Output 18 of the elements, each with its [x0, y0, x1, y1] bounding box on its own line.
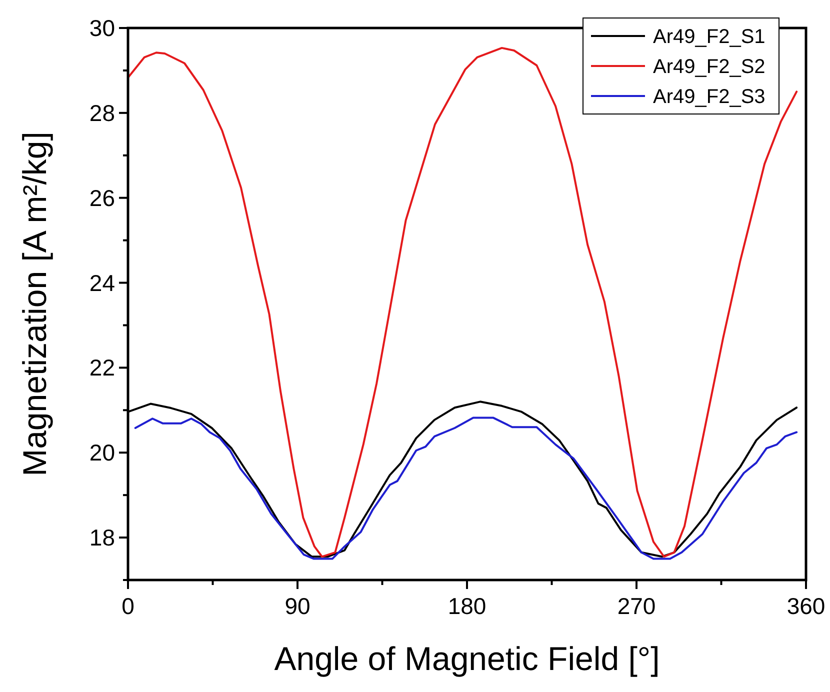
- x-tick-label: 0: [122, 593, 134, 619]
- x-tick-label: 270: [617, 593, 656, 619]
- legend-label: Ar49_F2_S2: [653, 56, 766, 78]
- x-axis-title: Angle of Magnetic Field [°]: [274, 640, 660, 677]
- y-tick-label: 22: [89, 354, 115, 381]
- y-tick-label: 24: [89, 270, 116, 296]
- y-tick-label: 20: [89, 440, 115, 466]
- y-tick-label: 28: [89, 100, 115, 126]
- x-tick-label: 90: [284, 593, 310, 619]
- legend-label: Ar49_F2_S3: [653, 86, 766, 108]
- y-axis-title: Magnetization [A m²/kg]: [16, 132, 53, 476]
- y-tick-label: 30: [89, 15, 115, 42]
- line-series: [127, 46, 798, 558]
- y-tick-label: 18: [89, 524, 115, 551]
- x-tick-label: 180: [448, 593, 486, 619]
- y-tick-label: 26: [89, 184, 115, 211]
- legend-label: Ar49_F2_S1: [653, 26, 766, 48]
- x-tick-label: 360: [786, 593, 826, 619]
